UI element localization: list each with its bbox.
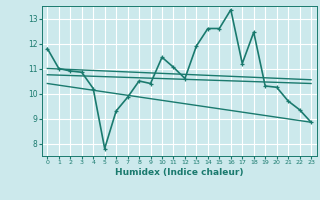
- X-axis label: Humidex (Indice chaleur): Humidex (Indice chaleur): [115, 168, 244, 177]
